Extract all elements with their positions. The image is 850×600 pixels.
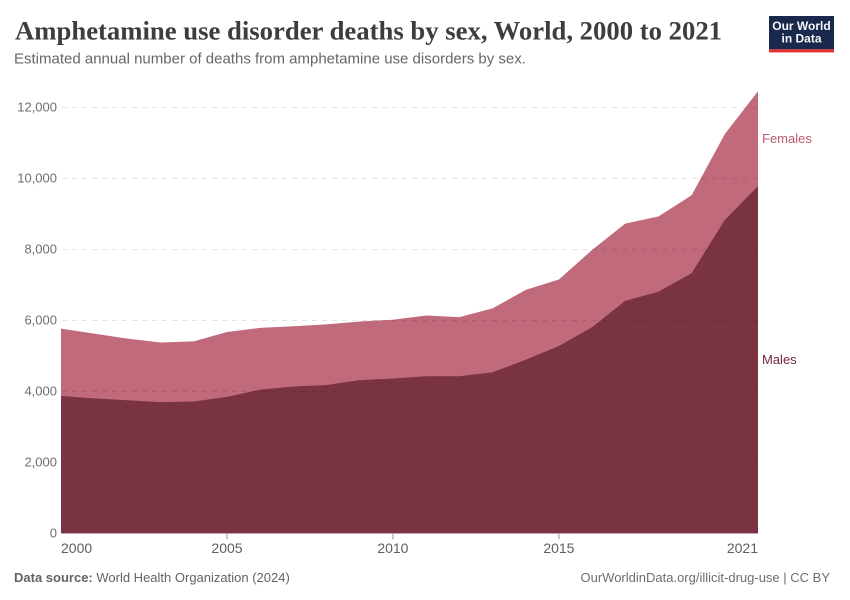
- svg-text:in Data: in Data: [781, 31, 821, 45]
- svg-text:10,000: 10,000: [17, 171, 57, 186]
- svg-text:Amphetamine use disorder death: Amphetamine use disorder deaths by sex, …: [15, 15, 722, 45]
- svg-text:2010: 2010: [377, 540, 408, 556]
- svg-text:Our World: Our World: [772, 19, 830, 33]
- svg-text:2,000: 2,000: [24, 454, 57, 469]
- svg-text:Estimated annual number of dea: Estimated annual number of deaths from a…: [14, 51, 526, 68]
- svg-text:8,000: 8,000: [24, 242, 57, 257]
- svg-text:4,000: 4,000: [24, 383, 57, 398]
- svg-text:Data source: World Health Orga: Data source: World Health Organization (…: [14, 570, 290, 585]
- svg-text:6,000: 6,000: [24, 313, 57, 328]
- svg-text:2000: 2000: [61, 540, 92, 556]
- svg-text:Males: Males: [762, 352, 797, 367]
- svg-text:0: 0: [50, 525, 57, 540]
- svg-text:12,000: 12,000: [17, 100, 57, 115]
- svg-text:2021: 2021: [727, 540, 758, 556]
- svg-text:Females: Females: [762, 131, 812, 146]
- svg-text:OurWorldinData.org/illicit-dru: OurWorldinData.org/illicit-drug-use | CC…: [581, 570, 831, 585]
- svg-text:2015: 2015: [543, 540, 574, 556]
- svg-text:2005: 2005: [211, 540, 242, 556]
